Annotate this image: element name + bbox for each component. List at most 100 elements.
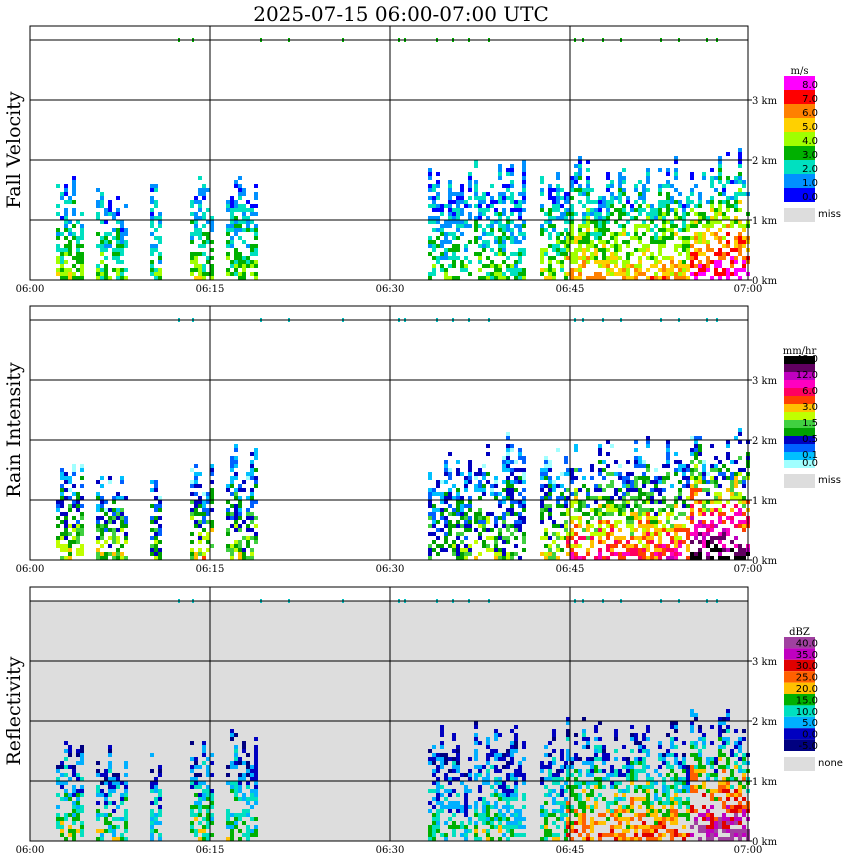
echo-cell xyxy=(428,548,432,552)
echo-cell xyxy=(234,825,238,829)
echo-cell xyxy=(502,548,506,552)
echo-cell xyxy=(586,552,590,556)
echo-cell xyxy=(742,777,746,781)
echo-cell xyxy=(464,785,468,789)
legend-swatch xyxy=(784,146,815,160)
echo-cell xyxy=(72,516,76,520)
echo-cell xyxy=(694,276,698,280)
echo-cell xyxy=(726,532,730,536)
echo-cell xyxy=(574,753,578,757)
echo-cell xyxy=(234,464,238,468)
echo-cell xyxy=(726,488,730,492)
echo-cell xyxy=(432,188,436,192)
echo-cell xyxy=(722,528,726,532)
echo-cell xyxy=(682,476,686,480)
echo-cell xyxy=(674,172,678,176)
echo-cell xyxy=(100,220,104,224)
echo-cell xyxy=(682,248,686,252)
echo-cell xyxy=(522,833,526,837)
echo-cell xyxy=(642,184,646,188)
echo-cell xyxy=(464,797,468,801)
echo-cell xyxy=(254,777,258,781)
echo-cell xyxy=(570,260,574,264)
echo-cell xyxy=(158,508,162,512)
echo-cell xyxy=(570,821,574,825)
echo-cell xyxy=(444,276,448,280)
echo-cell xyxy=(198,813,202,817)
echo-cell xyxy=(682,220,686,224)
echo-cell xyxy=(734,196,738,200)
echo-cell xyxy=(506,556,510,560)
echo-cell xyxy=(574,733,578,737)
echo-cell xyxy=(468,516,472,520)
echo-cell xyxy=(482,244,486,248)
echo-cell xyxy=(694,773,698,777)
echo-cell xyxy=(452,749,456,753)
echo-cell xyxy=(578,188,582,192)
echo-cell xyxy=(96,548,100,552)
echo-cell xyxy=(674,809,678,813)
echo-cell xyxy=(590,508,594,512)
echo-cell xyxy=(514,268,518,272)
echo-cell xyxy=(726,468,730,472)
echo-cell xyxy=(436,192,440,196)
echo-cell xyxy=(646,520,650,524)
echo-cell xyxy=(498,164,502,168)
echo-cell xyxy=(80,276,84,280)
echo-cell xyxy=(478,260,482,264)
echo-cell xyxy=(598,512,602,516)
echo-cell xyxy=(428,244,432,248)
echo-cell xyxy=(428,524,432,528)
echo-cell xyxy=(540,232,544,236)
echo-cell xyxy=(498,769,502,773)
echo-cell xyxy=(666,172,670,176)
echo-cell xyxy=(124,829,128,833)
echo-cell xyxy=(674,528,678,532)
echo-cell xyxy=(234,472,238,476)
echo-cell xyxy=(254,452,258,456)
echo-cell xyxy=(570,837,574,841)
echo-cell xyxy=(714,777,718,781)
echo-cell xyxy=(658,260,662,264)
echo-cell xyxy=(586,184,590,188)
echo-cell xyxy=(100,524,104,528)
echo-cell xyxy=(582,789,586,793)
echo-cell xyxy=(694,220,698,224)
echo-cell xyxy=(694,809,698,813)
echo-cell xyxy=(670,220,674,224)
echo-cell xyxy=(250,476,254,480)
echo-cell xyxy=(242,268,246,272)
echo-cell xyxy=(682,264,686,268)
echo-cell xyxy=(96,276,100,280)
echo-cell xyxy=(76,793,80,797)
echo-cell xyxy=(456,488,460,492)
y-tick-label: 0 km xyxy=(752,837,778,848)
echo-cell xyxy=(738,508,742,512)
echo-cell xyxy=(198,472,202,476)
echo-cell xyxy=(120,260,124,264)
echo-cell xyxy=(710,536,714,540)
echo-cell xyxy=(502,781,506,785)
echo-cell xyxy=(638,516,642,520)
echo-cell xyxy=(80,260,84,264)
echo-cell xyxy=(460,781,464,785)
echo-cell xyxy=(64,765,68,769)
echo-cell xyxy=(198,548,202,552)
echo-cell xyxy=(574,276,578,280)
echo-cell xyxy=(658,548,662,552)
echo-cell xyxy=(566,729,570,733)
echo-cell xyxy=(506,196,510,200)
echo-cell xyxy=(646,492,650,496)
echo-cell xyxy=(582,252,586,256)
echo-cell xyxy=(718,508,722,512)
echo-cell xyxy=(68,232,72,236)
echo-cell xyxy=(514,544,518,548)
echo-cell xyxy=(618,476,622,480)
echo-cell xyxy=(674,248,678,252)
echo-cell xyxy=(702,532,706,536)
echo-cell xyxy=(646,256,650,260)
echo-cell xyxy=(690,260,694,264)
echo-cell xyxy=(56,256,60,260)
echo-cell xyxy=(638,224,642,228)
echo-cell xyxy=(682,524,686,528)
